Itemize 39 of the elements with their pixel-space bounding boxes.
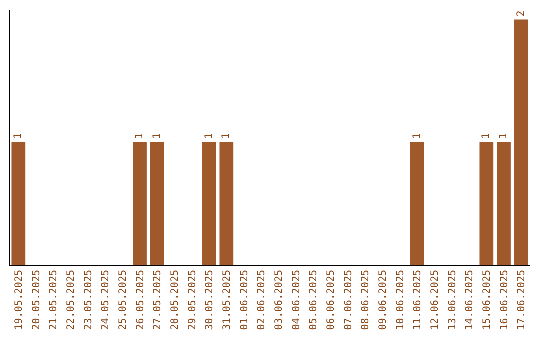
x-tick-label: 20.05.2025 [31,270,42,330]
data-label: 1 [481,133,492,140]
x-tick-label: 19.05.2025 [14,270,25,330]
x-tick-label: 09.06.2025 [378,270,389,330]
x-tick-label: 24.05.2025 [100,270,112,330]
data-label: 1 [152,133,163,140]
x-tick-label: 15.06.2025 [482,270,493,330]
x-tick-label: 14.06.2025 [464,270,476,330]
x-tick-label: 03.06.2025 [274,270,285,330]
x-tick-label: 05.06.2025 [308,270,320,330]
data-label: 1 [221,133,232,140]
x-tick-label: 21.05.2025 [48,270,60,330]
x-tick-label: 25.05.2025 [118,270,129,330]
x-tick-label: 22.05.2025 [66,270,77,330]
x-tick-label: 12.06.2025 [430,270,441,330]
x-tick-label: 04.06.2025 [291,270,302,330]
data-label: 1 [412,133,423,140]
x-tick-label: 06.06.2025 [326,270,337,330]
x-tick-label: 23.05.2025 [83,270,94,330]
x-tick-label: 16.06.2025 [499,270,510,330]
data-label: 1 [498,133,510,140]
x-tick-label: 01.06.2025 [239,270,250,330]
x-tick-label: 07.06.2025 [343,270,354,330]
x-tick-label: 30.05.2025 [204,270,216,330]
x-tick-label: 31.05.2025 [222,270,233,330]
x-tick-label: 13.06.2025 [447,270,458,330]
data-label: 1 [204,133,215,140]
x-tick-label: 28.05.2025 [170,270,181,330]
x-tick-label: 17.06.2025 [516,270,528,330]
x-tick-label: 10.06.2025 [395,270,406,330]
x-tick-label: 08.06.2025 [360,270,372,330]
data-label: 1 [134,133,146,140]
data-label: 1 [13,133,24,140]
x-tick-label: 26.05.2025 [135,270,146,330]
x-tick-label: 02.06.2025 [256,270,268,330]
data-label: 2 [516,10,527,17]
x-tick-label: 29.05.2025 [187,270,198,330]
x-tick-label: 11.06.2025 [412,270,424,330]
x-tick-label: 27.05.2025 [152,270,164,330]
